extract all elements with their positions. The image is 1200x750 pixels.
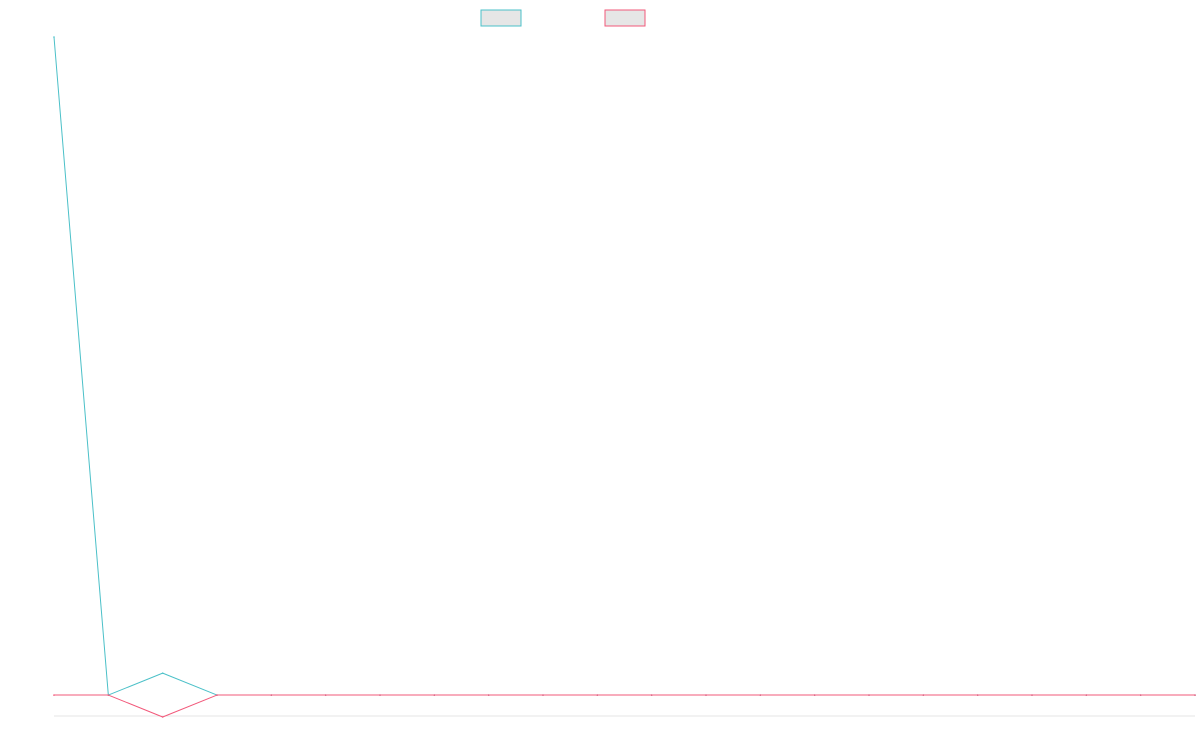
- series-2-point[interactable]: [922, 694, 925, 696]
- series-2-point[interactable]: [379, 694, 381, 696]
- series-2-point[interactable]: [270, 694, 273, 696]
- series-2-point[interactable]: [53, 694, 55, 696]
- series-2-line[interactable]: [54, 694, 1195, 718]
- series-2-point[interactable]: [324, 694, 327, 696]
- legend: [480, 9, 646, 27]
- series-2-point[interactable]: [813, 694, 816, 696]
- series-2-point[interactable]: [107, 694, 110, 696]
- series-1-line[interactable]: [53, 36, 1195, 696]
- series-2-point[interactable]: [759, 694, 762, 696]
- plot-area: [53, 36, 1196, 718]
- series-2-point[interactable]: [1031, 694, 1033, 696]
- series-2-point[interactable]: [596, 694, 599, 696]
- series-2-point[interactable]: [542, 694, 544, 696]
- series-2-point[interactable]: [487, 694, 490, 696]
- series-2-point[interactable]: [433, 694, 436, 696]
- series-1-point[interactable]: [53, 36, 55, 38]
- series-2-point[interactable]: [1085, 694, 1088, 696]
- series-2-point[interactable]: [976, 694, 979, 696]
- series-2-point[interactable]: [705, 694, 707, 696]
- series-2-point[interactable]: [161, 716, 164, 718]
- series-2-point[interactable]: [1194, 694, 1196, 696]
- series-1-point[interactable]: [161, 672, 164, 674]
- series-2-point[interactable]: [650, 694, 653, 696]
- series-2-point[interactable]: [868, 694, 870, 696]
- legend-swatch-series-1[interactable]: [480, 9, 522, 27]
- series-2-point[interactable]: [1139, 694, 1142, 696]
- legend-swatch-series-2[interactable]: [604, 9, 646, 27]
- series-2-point[interactable]: [216, 694, 218, 696]
